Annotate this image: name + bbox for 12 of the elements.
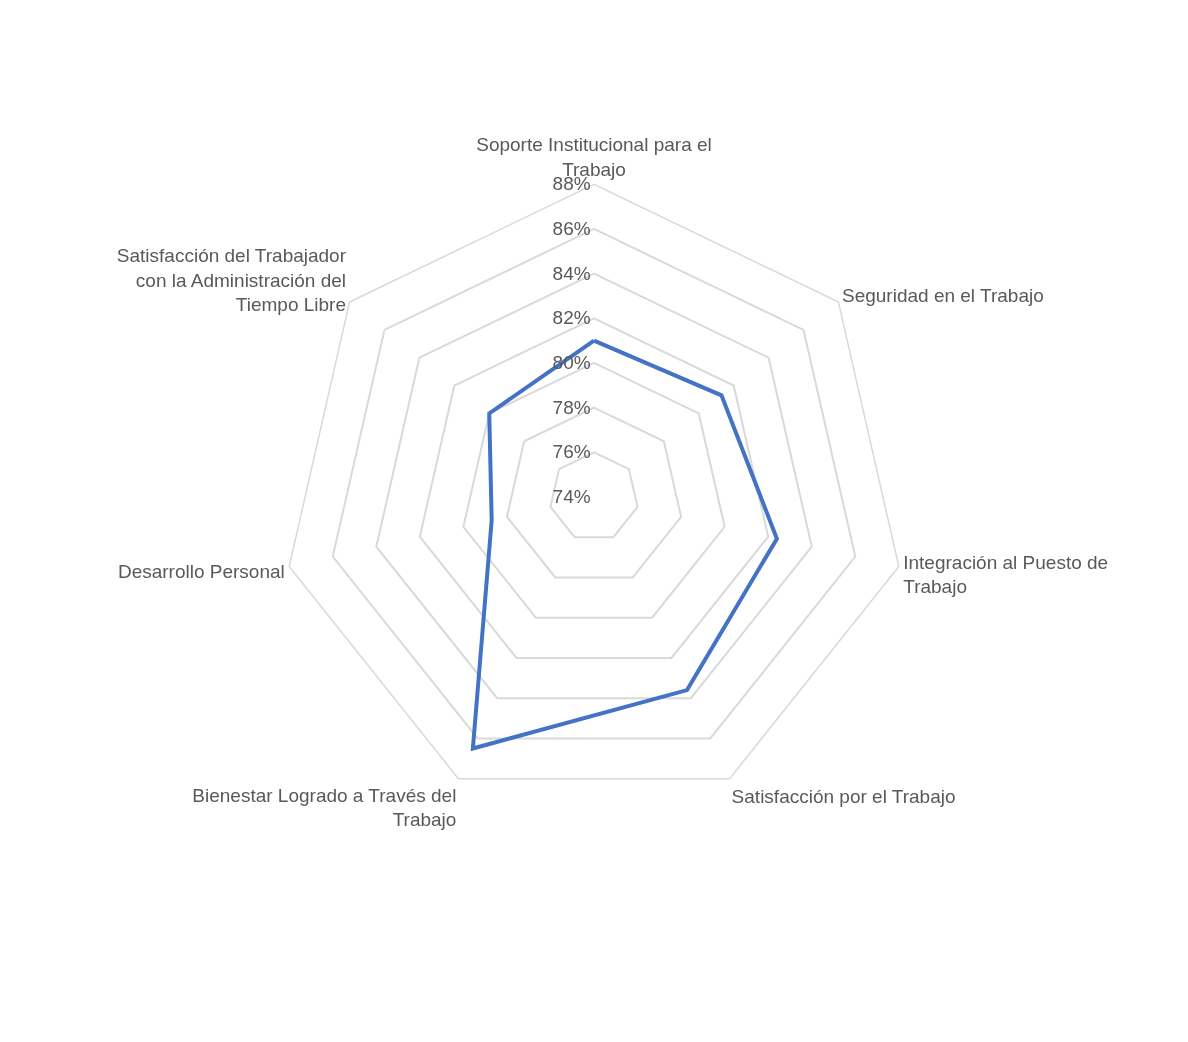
spoke-label: Seguridad en el Trabajo <box>842 285 1044 307</box>
spoke-label: Desarrollo Personal <box>117 561 285 583</box>
y-tick-label: 78% <box>552 396 591 418</box>
y-tick-label: 76% <box>552 441 591 463</box>
spoke-label: Integración al Puesto de Trabajo <box>903 551 1109 598</box>
spoke-label: Satisfacción del Trabajador con la Administración del Tiempo Libre <box>116 244 347 316</box>
y-tick-label: 74% <box>552 486 591 508</box>
spoke-label: Bienestar Logrado a Través del Trabajo <box>192 784 457 831</box>
y-tick-label: 82% <box>552 307 591 329</box>
y-tick-label: 86% <box>552 218 591 240</box>
y-tick-label: 84% <box>552 262 591 284</box>
spoke-label: Satisfacción por el Trabajo <box>731 785 956 807</box>
